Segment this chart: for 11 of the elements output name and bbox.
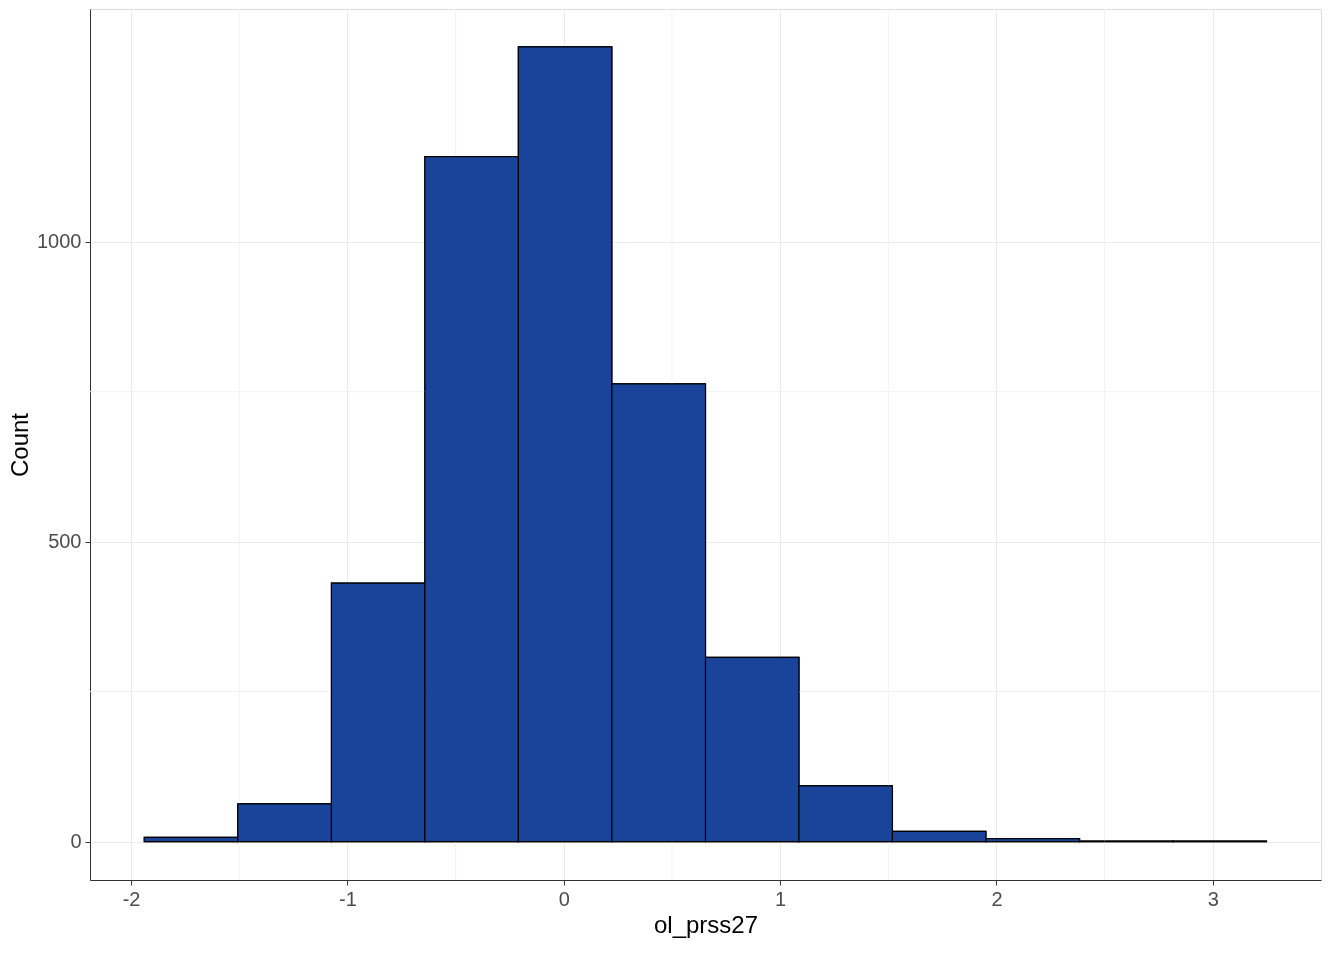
y-axis-title: Count <box>6 412 34 478</box>
x-tick-label: 3 <box>1207 887 1219 910</box>
x-tick-label: 2 <box>991 887 1003 910</box>
y-tick-label: 500 <box>48 530 82 553</box>
x-tick-label: 0 <box>558 887 570 910</box>
x-tick-label: -2 <box>122 887 141 910</box>
x-tick-label: 1 <box>775 887 787 910</box>
y-tick-label: 0 <box>70 830 82 853</box>
y-tick-label: 1000 <box>37 230 82 253</box>
x-axis-title: ol_prss27 <box>653 910 759 938</box>
x-tick-label: -1 <box>339 887 357 910</box>
